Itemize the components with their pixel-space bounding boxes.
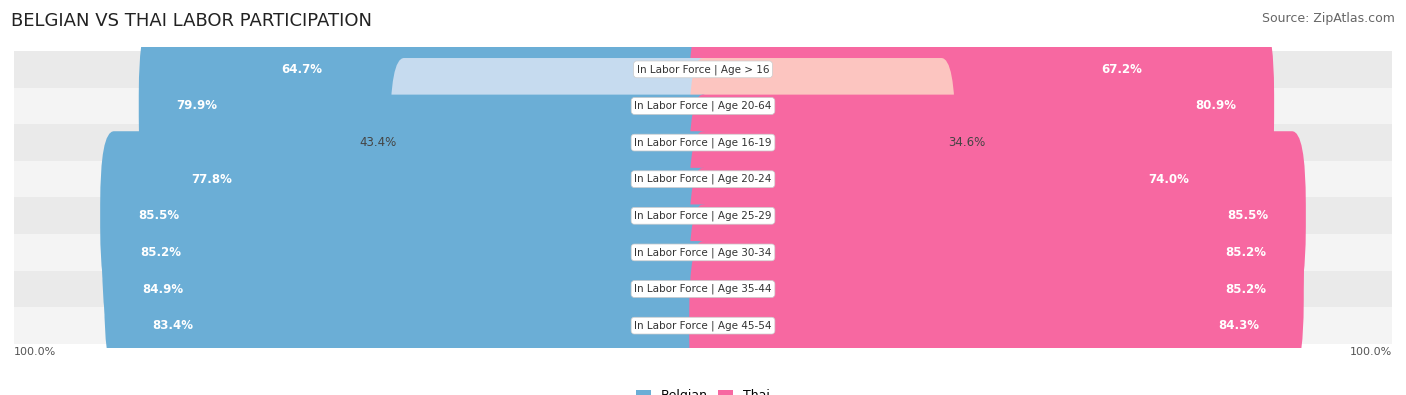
FancyBboxPatch shape — [689, 168, 1303, 337]
Text: 85.2%: 85.2% — [1225, 246, 1265, 259]
Text: 83.4%: 83.4% — [152, 319, 194, 332]
Bar — [14, 307, 1392, 344]
Text: 43.4%: 43.4% — [360, 136, 396, 149]
Text: 34.6%: 34.6% — [948, 136, 986, 149]
Text: 84.3%: 84.3% — [1219, 319, 1260, 332]
FancyBboxPatch shape — [104, 205, 717, 374]
Text: In Labor Force | Age 45-54: In Labor Force | Age 45-54 — [634, 320, 772, 331]
Text: 77.8%: 77.8% — [191, 173, 232, 186]
Text: 85.2%: 85.2% — [141, 246, 181, 259]
Text: 64.7%: 64.7% — [281, 63, 322, 76]
Text: In Labor Force | Age 16-19: In Labor Force | Age 16-19 — [634, 137, 772, 148]
Legend: Belgian, Thai: Belgian, Thai — [631, 384, 775, 395]
FancyBboxPatch shape — [153, 95, 717, 264]
Text: 100.0%: 100.0% — [1350, 347, 1392, 357]
Text: In Labor Force | Age 30-34: In Labor Force | Age 30-34 — [634, 247, 772, 258]
FancyBboxPatch shape — [243, 0, 717, 154]
FancyBboxPatch shape — [689, 0, 1180, 154]
FancyBboxPatch shape — [689, 241, 1298, 395]
FancyBboxPatch shape — [689, 21, 1274, 190]
Text: 85.5%: 85.5% — [138, 209, 179, 222]
FancyBboxPatch shape — [100, 131, 717, 300]
Text: 85.2%: 85.2% — [1225, 282, 1265, 295]
FancyBboxPatch shape — [115, 241, 717, 395]
Text: 67.2%: 67.2% — [1101, 63, 1142, 76]
Text: In Labor Force | Age 25-29: In Labor Force | Age 25-29 — [634, 211, 772, 221]
FancyBboxPatch shape — [689, 131, 1306, 300]
FancyBboxPatch shape — [391, 58, 717, 227]
Bar — [14, 198, 1392, 234]
Text: 100.0%: 100.0% — [14, 347, 56, 357]
FancyBboxPatch shape — [689, 58, 955, 227]
Bar — [14, 51, 1392, 88]
FancyBboxPatch shape — [139, 21, 717, 190]
FancyBboxPatch shape — [689, 95, 1226, 264]
FancyBboxPatch shape — [103, 168, 717, 337]
Text: In Labor Force | Age 20-24: In Labor Force | Age 20-24 — [634, 174, 772, 184]
Bar — [14, 88, 1392, 124]
Text: 79.9%: 79.9% — [177, 100, 218, 113]
Text: 74.0%: 74.0% — [1147, 173, 1188, 186]
Bar — [14, 271, 1392, 307]
FancyBboxPatch shape — [689, 205, 1303, 374]
Text: Source: ZipAtlas.com: Source: ZipAtlas.com — [1261, 12, 1395, 25]
Text: In Labor Force | Age 20-64: In Labor Force | Age 20-64 — [634, 101, 772, 111]
Bar — [14, 161, 1392, 198]
Text: BELGIAN VS THAI LABOR PARTICIPATION: BELGIAN VS THAI LABOR PARTICIPATION — [11, 12, 373, 30]
Text: 85.5%: 85.5% — [1227, 209, 1268, 222]
Text: In Labor Force | Age > 16: In Labor Force | Age > 16 — [637, 64, 769, 75]
Bar — [14, 234, 1392, 271]
Text: In Labor Force | Age 35-44: In Labor Force | Age 35-44 — [634, 284, 772, 294]
Text: 80.9%: 80.9% — [1195, 100, 1236, 113]
Text: 84.9%: 84.9% — [142, 282, 183, 295]
Bar — [14, 124, 1392, 161]
